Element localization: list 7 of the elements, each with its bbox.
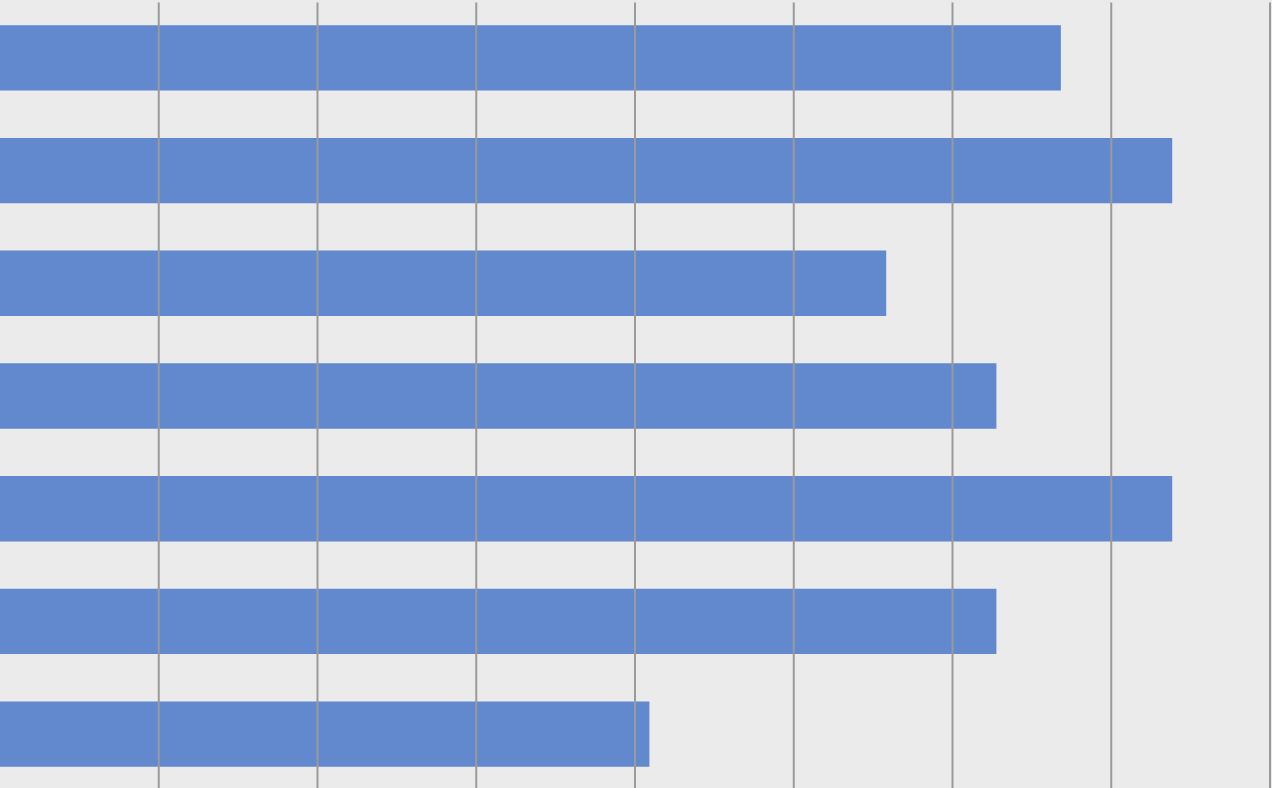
bar xyxy=(0,137,1173,204)
bar xyxy=(0,250,887,316)
bar xyxy=(0,701,650,767)
bar xyxy=(0,588,997,655)
bar xyxy=(0,363,997,429)
bar xyxy=(0,476,1173,542)
bar xyxy=(0,25,1061,91)
